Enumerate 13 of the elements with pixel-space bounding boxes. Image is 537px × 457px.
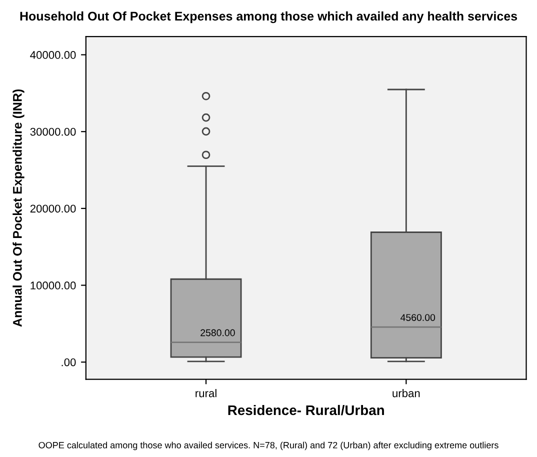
x-tick-label: rural	[196, 389, 216, 398]
chart-title: Household Out Of Pocket Expenses among those which availed any health services	[20, 11, 518, 24]
y-tick-label: 40000.00	[30, 51, 76, 59]
y-axis-title: Annual Out Of Pocket Expenditure (INR)	[12, 89, 24, 327]
annotation: 2580.00	[200, 329, 235, 336]
y-tick-label: 30000.00	[30, 128, 76, 136]
y-tick-label: 20000.00	[30, 204, 76, 213]
y-tick-label: .00	[62, 358, 76, 366]
annotation: 4560.00	[400, 314, 436, 321]
text: OOPE calculated among those who availed services. N=78, (Rural) and 72 (Urban) after excluding extreme outliers	[38, 442, 498, 450]
x-axis-title: Residence- Rural/Urban	[228, 404, 384, 416]
x-tick-label: urban	[392, 389, 420, 398]
y-tick-label: 10000.00	[30, 282, 76, 290]
